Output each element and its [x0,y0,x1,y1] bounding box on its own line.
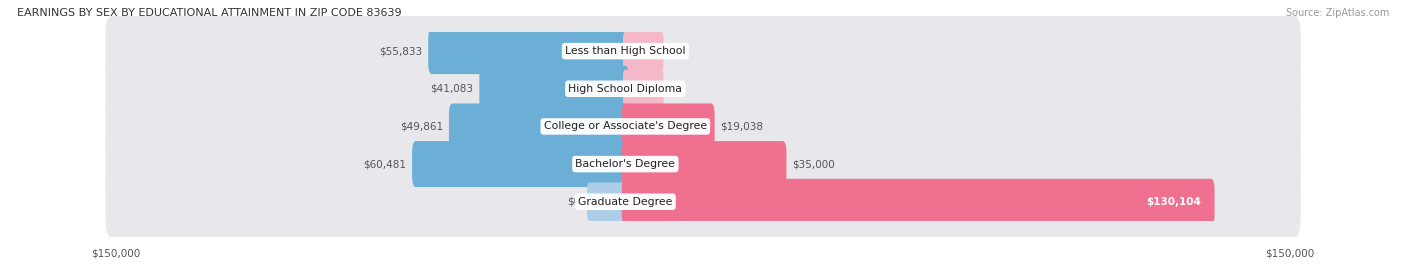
FancyBboxPatch shape [429,28,628,74]
Text: $150,000: $150,000 [91,248,141,258]
FancyBboxPatch shape [621,141,786,187]
FancyBboxPatch shape [479,66,628,112]
FancyBboxPatch shape [105,16,1301,86]
Text: $130,104: $130,104 [1146,197,1201,207]
Text: Bachelor's Degree: Bachelor's Degree [575,159,675,169]
FancyBboxPatch shape [588,183,627,221]
Text: $0: $0 [567,197,579,207]
FancyBboxPatch shape [623,70,664,108]
Text: College or Associate's Degree: College or Associate's Degree [544,121,707,132]
Text: $49,861: $49,861 [399,121,443,132]
Text: $55,833: $55,833 [380,46,422,56]
FancyBboxPatch shape [449,104,628,149]
Text: Source: ZipAtlas.com: Source: ZipAtlas.com [1285,8,1389,18]
FancyBboxPatch shape [623,32,664,70]
FancyBboxPatch shape [105,54,1301,124]
FancyBboxPatch shape [412,141,628,187]
Text: $19,038: $19,038 [721,121,763,132]
FancyBboxPatch shape [105,129,1301,199]
Text: $0: $0 [671,46,683,56]
Text: Less than High School: Less than High School [565,46,686,56]
FancyBboxPatch shape [621,104,714,149]
FancyBboxPatch shape [105,91,1301,161]
Text: $35,000: $35,000 [793,159,835,169]
Text: $41,083: $41,083 [430,84,474,94]
Text: $150,000: $150,000 [1265,248,1315,258]
Text: $60,481: $60,481 [363,159,406,169]
FancyBboxPatch shape [105,167,1301,237]
Text: $0: $0 [671,84,683,94]
FancyBboxPatch shape [621,179,1215,225]
Text: Graduate Degree: Graduate Degree [578,197,672,207]
Text: High School Diploma: High School Diploma [568,84,682,94]
Text: EARNINGS BY SEX BY EDUCATIONAL ATTAINMENT IN ZIP CODE 83639: EARNINGS BY SEX BY EDUCATIONAL ATTAINMEN… [17,8,402,18]
